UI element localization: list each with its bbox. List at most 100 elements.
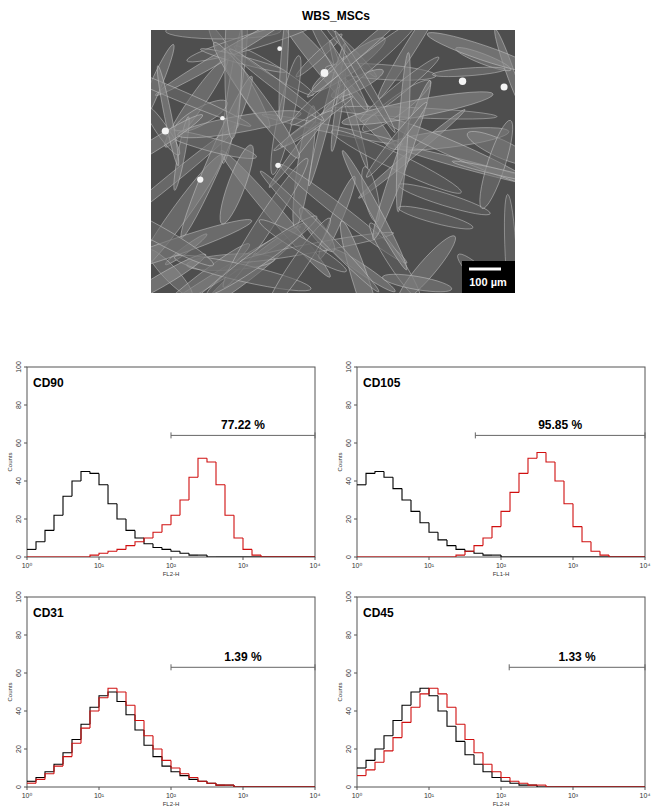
x-tick <box>573 557 574 560</box>
histogram-bin <box>144 538 153 544</box>
x-tick-label: 10² <box>166 792 177 799</box>
y-tick <box>354 405 357 406</box>
histogram-bin <box>27 783 36 784</box>
histogram-bin <box>510 492 519 511</box>
histogram-bin <box>564 481 573 504</box>
series-group <box>357 453 645 558</box>
histogram-bin <box>501 511 510 526</box>
bright-spot <box>277 46 282 51</box>
histogram-bin <box>261 555 270 557</box>
histogram-bin <box>420 694 429 707</box>
histogram-bin <box>63 556 72 557</box>
histogram-series <box>27 458 315 557</box>
histogram-bin <box>252 786 261 787</box>
histogram-bin <box>207 555 216 557</box>
histogram-bin <box>207 781 216 783</box>
image-title: WBS_MSCs <box>302 9 370 23</box>
histogram-bin <box>402 556 411 557</box>
x-tick-label: 10¹ <box>424 562 435 569</box>
histogram-bin <box>144 538 153 542</box>
histogram-bin <box>162 525 171 533</box>
y-axis-label: Counts <box>7 452 13 471</box>
x-tick <box>315 557 316 560</box>
histogram-bin <box>573 786 582 787</box>
x-tick <box>243 787 244 790</box>
histogram-series <box>357 472 645 558</box>
histogram-bin <box>366 556 375 557</box>
cell <box>151 194 217 273</box>
y-tick-label: 40 <box>15 707 22 715</box>
bright-spot <box>220 116 224 120</box>
histogram-bin <box>564 556 573 557</box>
histogram-bin <box>519 556 528 557</box>
x-tick <box>27 787 28 790</box>
x-tick-label: 10⁴ <box>310 562 321 569</box>
histogram-bin <box>618 786 627 787</box>
y-tick-label: 60 <box>345 439 352 447</box>
histogram-bin <box>270 556 279 557</box>
histogram-bin <box>234 515 243 538</box>
histogram-bin <box>279 556 288 557</box>
histogram-bin <box>243 786 252 787</box>
histogram-bin <box>555 786 564 787</box>
series-group <box>357 688 645 787</box>
histogram-bin <box>591 786 600 787</box>
histogram-bin <box>36 542 45 550</box>
x-tick-label: 10³ <box>238 562 249 569</box>
histogram-bin <box>618 556 627 557</box>
x-tick <box>171 557 172 560</box>
histogram-bin <box>153 532 162 538</box>
histogram-bin <box>438 688 447 694</box>
y-tick <box>354 443 357 444</box>
histogram-bin <box>519 473 528 492</box>
histogram-bin <box>306 556 315 557</box>
x-tick <box>171 787 172 790</box>
histogram-bin <box>582 786 591 787</box>
histogram-bin <box>627 786 636 787</box>
histogram-bin <box>126 519 135 530</box>
cell <box>425 30 515 78</box>
y-axis-label: Counts <box>337 682 343 701</box>
histogram-bin <box>393 556 402 557</box>
histogram-bin <box>126 702 135 715</box>
histogram-bin <box>546 453 555 463</box>
histogram-bin <box>591 786 600 787</box>
histogram-bin <box>288 786 297 787</box>
y-tick <box>24 635 27 636</box>
histogram-bin <box>117 504 126 519</box>
histogram-bin <box>627 556 636 557</box>
histogram-bin <box>261 786 270 787</box>
y-tick-label: 20 <box>345 745 352 753</box>
cell <box>432 65 505 78</box>
bright-spot <box>162 127 169 134</box>
histogram-bin <box>474 551 483 553</box>
y-tick-label: 40 <box>345 477 352 485</box>
y-tick <box>24 405 27 406</box>
histogram-bin <box>126 546 135 550</box>
x-tick-label: 10² <box>496 562 507 569</box>
y-tick-label: 40 <box>345 707 352 715</box>
gate-end <box>171 664 172 670</box>
histogram-bin <box>288 556 297 557</box>
histogram-bin <box>600 786 609 787</box>
histogram-bin <box>189 774 198 778</box>
series-group <box>27 458 315 557</box>
histogram-bin <box>54 515 63 530</box>
histogram-bin <box>171 766 180 772</box>
y-tick <box>24 367 27 368</box>
histogram-bin <box>180 551 189 553</box>
y-tick <box>354 711 357 712</box>
histogram-bin <box>636 786 645 787</box>
histogram-bin <box>492 764 501 772</box>
histogram-bin <box>243 538 252 549</box>
histogram-bin <box>54 766 63 774</box>
y-tick <box>354 519 357 520</box>
histogram-bin <box>225 785 234 786</box>
histogram-bin <box>636 556 645 557</box>
cell <box>338 148 411 272</box>
histogram-bin <box>288 786 297 787</box>
x-tick <box>99 557 100 560</box>
y-tick <box>354 749 357 750</box>
histogram-bin <box>162 757 171 767</box>
histogram-bin <box>117 549 126 551</box>
